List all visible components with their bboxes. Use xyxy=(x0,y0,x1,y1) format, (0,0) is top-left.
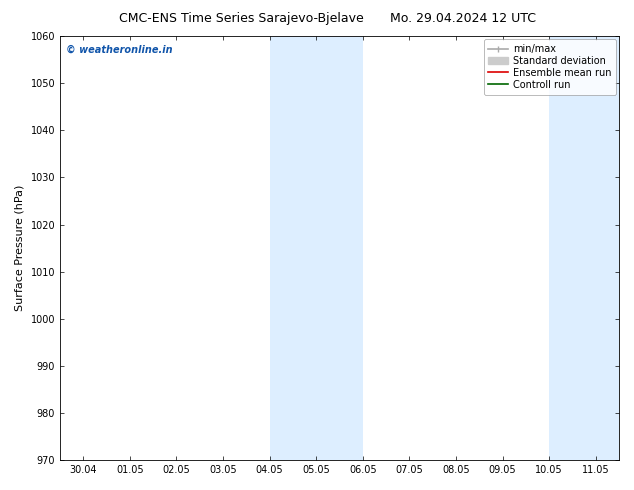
Text: © weatheronline.in: © weatheronline.in xyxy=(66,45,172,54)
Bar xyxy=(549,36,596,460)
Bar xyxy=(269,36,316,460)
Legend: min/max, Standard deviation, Ensemble mean run, Controll run: min/max, Standard deviation, Ensemble me… xyxy=(484,39,616,95)
Y-axis label: Surface Pressure (hPa): Surface Pressure (hPa) xyxy=(15,185,25,311)
Bar xyxy=(596,36,634,460)
Text: Mo. 29.04.2024 12 UTC: Mo. 29.04.2024 12 UTC xyxy=(390,12,536,25)
Text: CMC-ENS Time Series Sarajevo-Bjelave: CMC-ENS Time Series Sarajevo-Bjelave xyxy=(119,12,363,25)
Bar xyxy=(316,36,363,460)
